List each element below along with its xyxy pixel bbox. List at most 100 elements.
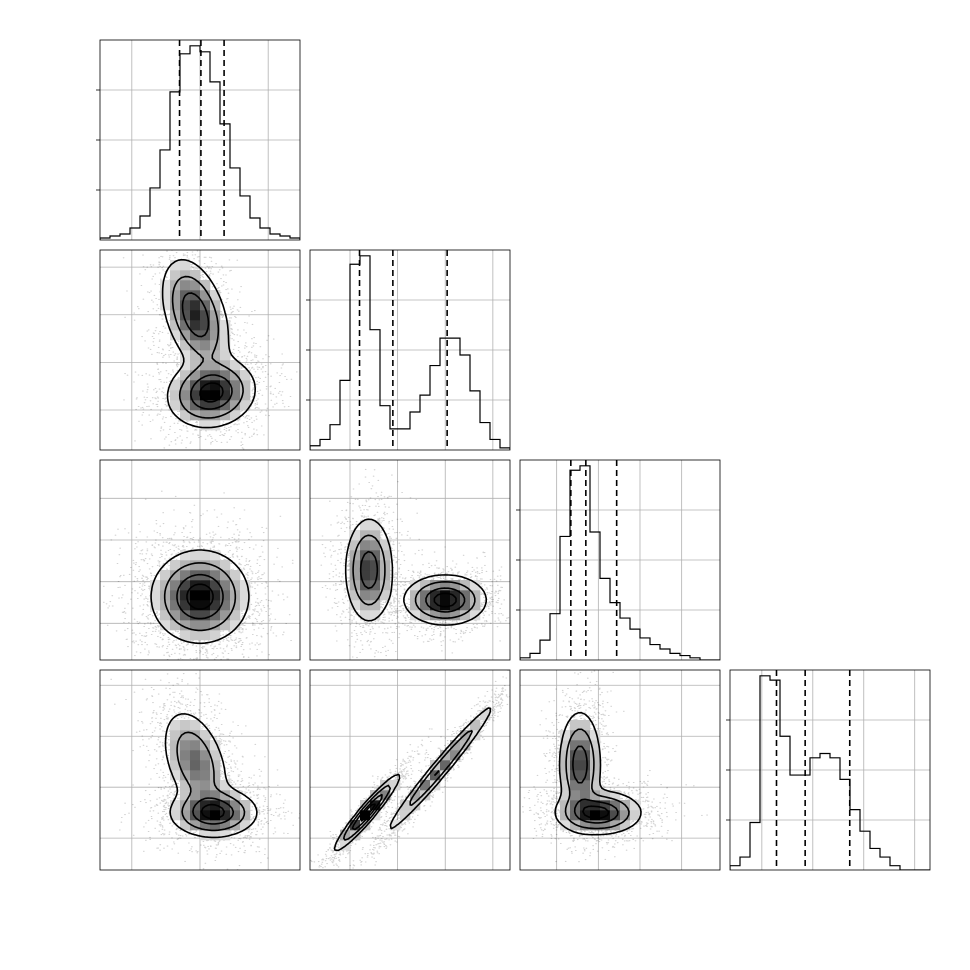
density-cell [440, 610, 451, 621]
density-contour [150, 549, 250, 645]
density-cell [450, 600, 461, 611]
density-cell [600, 790, 611, 801]
density-cell [190, 280, 201, 291]
density-cell [220, 590, 231, 601]
density-cell [410, 800, 421, 811]
density-cell [210, 360, 221, 371]
density-cell [190, 380, 201, 391]
density-cell [430, 760, 441, 771]
density-cell [570, 750, 581, 761]
density-cell [560, 820, 571, 831]
density-cell [370, 590, 381, 601]
density-cell [210, 550, 221, 561]
density-cell [200, 300, 211, 311]
density-cell [360, 590, 371, 601]
density-cell [580, 800, 591, 811]
density-cell [170, 590, 181, 601]
density-cell [210, 750, 221, 761]
density-cell [350, 570, 361, 581]
density-cell [570, 780, 581, 791]
density-cell [380, 540, 391, 551]
density-cell [190, 270, 201, 281]
density-cell [200, 350, 211, 361]
density-cell [160, 610, 171, 621]
density-cell [350, 530, 361, 541]
density-cell [200, 590, 211, 601]
density-cell [560, 790, 571, 801]
density-cell [570, 770, 581, 781]
density-cell [190, 300, 201, 311]
y-tick-label: −1.5 [60, 357, 96, 393]
y-tick-label: −1.6 [60, 782, 96, 818]
y-tick-label: −6.50 [54, 534, 97, 577]
density-cell [200, 730, 211, 741]
density-cell [360, 610, 371, 621]
density-cell [220, 340, 231, 351]
density-cell [230, 570, 241, 581]
x-tick-label: −1.0 [416, 876, 452, 912]
density-contour [200, 803, 225, 820]
density-cell [180, 590, 191, 601]
x-tick-label: −7.00 [521, 876, 564, 919]
density-cell [610, 790, 621, 801]
density-cell [430, 580, 441, 591]
density-cell [190, 720, 201, 731]
density-cell [560, 730, 571, 741]
scatter-content: −7.00−6.75−6.50−6.25 [520, 670, 720, 919]
density-cell [610, 810, 621, 821]
density-cell [600, 800, 611, 811]
density-cell [210, 380, 221, 391]
density-cell [380, 780, 391, 791]
density-cell [620, 810, 631, 821]
density-cell [200, 310, 211, 321]
density-cell [240, 820, 251, 831]
density-cell [560, 800, 571, 811]
density-cell [560, 740, 571, 751]
density-cell [570, 730, 581, 741]
density-cell [220, 580, 231, 591]
density-cell [210, 420, 221, 431]
density-cell [580, 780, 591, 791]
density-cell [220, 790, 231, 801]
density-cell [570, 790, 581, 801]
density-cell [390, 780, 401, 791]
density-cell [460, 580, 471, 591]
density-cell [620, 820, 631, 831]
density-cell [190, 620, 201, 631]
density-cell [570, 800, 581, 811]
density-cell [350, 590, 361, 601]
density-cell [220, 390, 231, 401]
density-cell [580, 720, 591, 731]
density-cell [190, 350, 201, 361]
density-cell [420, 590, 431, 601]
density-cell [210, 630, 221, 641]
histogram-panel-0 [96, 39, 301, 241]
density-cell [180, 580, 191, 591]
density-cell [220, 800, 231, 811]
density-cell [430, 600, 441, 611]
density-cell [200, 340, 211, 351]
density-cell [170, 300, 181, 311]
density-cell [590, 750, 601, 761]
density-cell [210, 810, 221, 821]
panel-frame [519, 459, 721, 661]
density-cell [420, 610, 431, 621]
density-cell [580, 740, 591, 751]
density-cell [220, 830, 231, 841]
density-cell [180, 400, 191, 411]
panel-frame [99, 669, 301, 871]
density-cell [370, 570, 381, 581]
density-contour [176, 731, 246, 832]
density-cell [170, 570, 181, 581]
density-cell [590, 800, 601, 811]
density-cell [210, 310, 221, 321]
density-cell [180, 750, 191, 761]
density-cell [190, 400, 201, 411]
x-tick-label: −1.2 [834, 876, 870, 912]
density-cell [170, 290, 181, 301]
histogram-panel-3: −2.0 −1.6 −1.2 −0.8 [726, 669, 931, 912]
density-cell [190, 780, 201, 791]
density-cell [200, 770, 211, 781]
density-cell [580, 820, 591, 831]
